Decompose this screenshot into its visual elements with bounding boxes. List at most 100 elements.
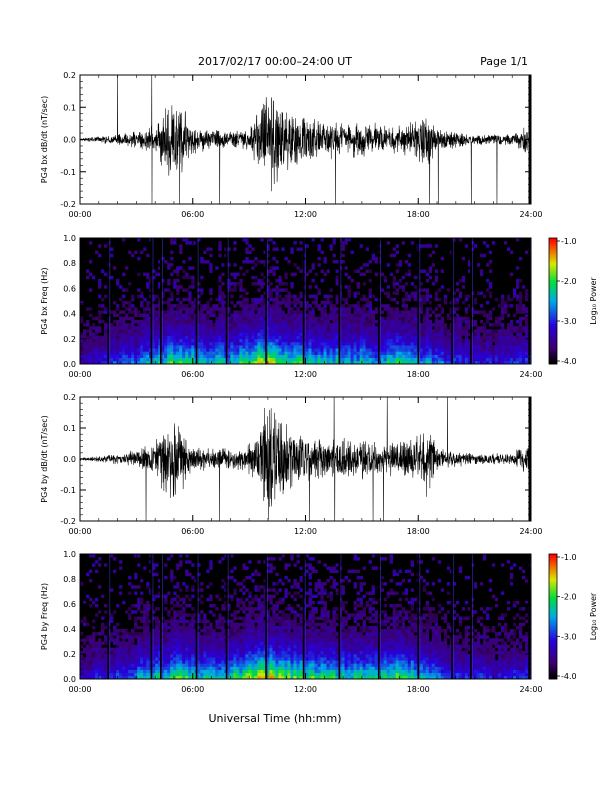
spectrogram-cell [119,566,123,570]
spectrogram-cell [155,323,159,327]
spectrogram-cell [518,316,523,321]
spectrogram-cell [362,319,366,324]
spectrogram-cell [233,247,237,251]
spectrogram-cell [413,291,418,295]
spectrogram-cell [215,348,219,352]
spectrogram-cell [233,319,237,324]
spectrogram-cell [203,329,207,333]
spectrogram-cell [248,600,252,605]
spectrogram-cell [125,666,129,670]
spectrogram-cell [461,256,466,261]
spectrogram-cell [368,278,372,283]
spectrogram-cell [122,301,126,305]
spectrogram-cell [92,357,96,362]
spectrogram-cell [344,357,348,362]
spectrogram-cell [260,326,264,330]
spectrogram-cell [419,304,424,308]
spectrogram-cell [191,326,195,330]
spectrogram-cell [344,329,348,333]
spectrogram-cell [140,650,144,655]
spectrogram-cell [179,616,183,620]
spectrogram-cell [218,247,222,251]
spectrogram-cell [86,594,90,599]
spectrogram-cell [122,319,126,324]
spectrogram-cell [218,291,222,295]
spectrogram-cell [125,288,129,292]
spectrogram-cell [134,313,138,318]
spectrogram-cell [158,619,162,624]
spectrogram-cell [518,345,523,349]
spectrogram-cell [200,316,204,321]
spectrogram-cell [158,307,162,311]
spectrogram-cell [329,341,333,346]
spectrogram-cell [215,345,219,349]
spectrogram-cell [245,341,249,346]
spectrogram-cell [482,332,487,336]
spectrogram-cell [158,644,162,649]
spectrogram-cell [461,345,466,349]
spectrogram-cell [146,351,150,355]
spectrogram-cell [116,622,120,627]
spectrogram-cell [230,625,234,630]
spectrogram-cell [275,297,279,302]
spectrogram-cell [365,310,369,314]
spectrogram-cell [227,675,231,680]
spectrogram-cell [488,316,493,321]
spectrogram-cell [119,650,123,655]
spectrogram-cell [236,351,240,355]
spectrogram-cell [395,291,400,295]
spectrogram-cell [500,338,505,343]
spectrogram-cell [293,323,297,327]
spectrogram-cell [188,357,192,362]
spectrogram-cell [287,294,291,299]
spectrogram-cell [314,335,318,340]
spectrogram-cell [296,332,300,336]
spectrogram-cell [134,348,138,352]
spectrogram-cell [137,654,141,658]
spectrogram-cell [362,263,366,267]
spectrogram-cell [269,354,273,358]
spectrogram-cell [494,338,499,343]
spectrogram-cell [83,669,87,674]
spectrogram-cell [332,354,336,358]
spectrogram-cell [401,332,406,336]
spectrogram-cell [401,341,406,346]
spectrogram-cell [146,672,150,677]
spectrogram-cell [236,345,240,349]
spectrogram-cell [236,663,240,667]
spectrogram-cell [503,345,508,349]
spectrogram-cell [176,338,180,343]
spectrogram-cell [512,341,517,346]
spectrogram-cell [428,341,433,346]
spectrogram-cell [269,323,273,327]
spectrogram-cell [179,654,183,658]
spectrogram-cell [455,348,460,352]
spectrogram-cell [251,332,255,336]
spectrogram-cell [464,360,469,365]
spectrogram-cell [509,351,514,355]
spectrogram-cell [395,341,400,346]
spectrogram-cell [152,351,156,355]
spectrogram-cell [113,360,117,365]
spectrogram-cell [230,338,234,343]
spectrogram-cell [191,335,195,340]
spectrogram-cell [161,326,165,330]
spectrogram-cell [368,345,372,349]
spectrogram-cell [389,310,393,314]
spectrogram-cell [356,319,360,324]
spectrogram-cell [191,638,195,642]
spectrogram-cell [152,313,156,318]
spectrogram-cell [179,650,183,655]
spectrogram-cell [362,354,366,358]
spectrogram-cell [227,619,231,624]
spectrogram-cell [353,329,357,333]
page-number: Page 1/1 [480,55,528,68]
spectrogram-cell [218,253,222,258]
spectrogram-cell [260,282,264,286]
spectrogram-cell [365,341,369,346]
spectrogram-cell [275,313,279,318]
spectrogram-cell [332,345,336,349]
spectrogram-cell [221,301,225,305]
spectrogram-cell [362,351,366,355]
spectrogram-cell [320,278,324,283]
